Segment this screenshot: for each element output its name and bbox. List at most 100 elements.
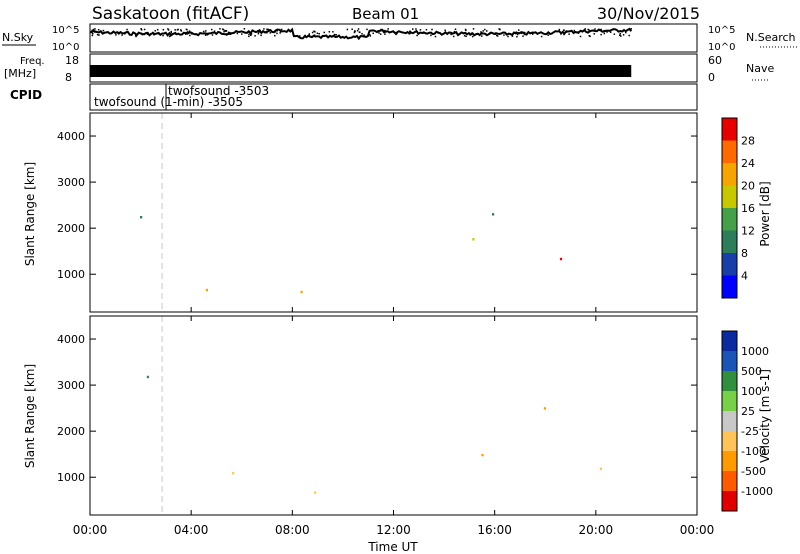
noise-search-point	[558, 28, 561, 31]
noise-search-point	[577, 32, 580, 34]
x-tick-label: 04:00	[174, 523, 209, 537]
x-tick-label: 00:00	[73, 523, 108, 537]
noise-search-point	[516, 33, 519, 36]
noise-search-point	[354, 30, 356, 32]
noise-search-point	[152, 32, 154, 35]
noise-search-point	[260, 34, 262, 37]
noise-search-point	[266, 32, 268, 34]
noise-search-point	[488, 33, 491, 36]
noise-search-point	[185, 31, 188, 34]
noise-left-tick-top: 10^5	[52, 25, 79, 36]
noise-search-point	[134, 34, 137, 37]
noise-search-point	[92, 32, 94, 35]
noise-search-label: N.Search	[746, 31, 796, 44]
noise-search-point	[384, 33, 386, 35]
noise-search-point	[263, 28, 265, 30]
noise-search-point	[620, 35, 622, 37]
noise-search-point	[250, 33, 253, 35]
noise-search-point	[520, 32, 523, 35]
colorbar-tick-label: 1000	[741, 345, 769, 358]
noise-search-point	[471, 35, 474, 38]
noise-search-point	[236, 32, 239, 35]
noise-search-point	[480, 35, 483, 37]
noise-search-point	[452, 35, 455, 38]
colorbar-segment	[722, 208, 737, 231]
noise-search-point	[279, 32, 281, 34]
freq-panel: Freq. [MHz] 18 8 60 0 Nave	[4, 53, 774, 84]
colorbar-segment	[722, 491, 737, 511]
noise-search-point	[170, 31, 173, 34]
y-tick-label: 3000	[57, 176, 85, 189]
noise-search-point	[313, 34, 316, 36]
colorbar-frame	[721, 117, 738, 299]
noise-search-point	[446, 32, 448, 35]
noise-search-point	[609, 31, 612, 34]
noise-search-point	[157, 33, 160, 35]
noise-search-point	[628, 34, 630, 37]
noise-search-point	[229, 33, 232, 36]
noise-search-point	[141, 33, 144, 36]
scatter-cell	[140, 216, 143, 219]
noise-search-point	[313, 30, 315, 32]
noise-search-point	[189, 34, 191, 37]
noise-search-point	[162, 34, 164, 37]
noise-search-point	[593, 29, 595, 31]
noise-search-point	[206, 32, 209, 35]
cpid-entry-1: twofsound -3503	[168, 84, 269, 98]
noise-search-point	[225, 29, 228, 32]
noise-search-point	[625, 31, 627, 34]
noise-search-point	[156, 28, 159, 31]
noise-search-point	[496, 32, 498, 35]
noise-search-point	[563, 33, 565, 36]
noise-search-point	[188, 30, 191, 32]
noise-search-point	[409, 30, 411, 33]
noise-search-point	[308, 34, 310, 37]
noise-search-point	[378, 32, 380, 34]
colorbar-segment	[722, 163, 737, 186]
noise-search-point	[444, 29, 446, 32]
noise-search-point	[328, 31, 331, 33]
noise-search-point	[485, 30, 488, 32]
noise-search-point	[210, 28, 213, 31]
noise-search-point	[384, 29, 386, 32]
scatter-cell	[205, 288, 208, 292]
noise-search-point	[222, 28, 225, 31]
noise-search-point	[363, 34, 365, 36]
noise-search-point	[204, 34, 207, 36]
colorbar-tick-label: 25	[741, 405, 755, 418]
noise-search-point	[308, 33, 311, 35]
noise-search-point	[90, 30, 93, 33]
noise-search-point	[168, 35, 171, 38]
noise-search-point	[180, 29, 182, 31]
y-tick-label: 4000	[57, 130, 85, 143]
noise-search-point	[318, 32, 320, 35]
noise-search-point	[167, 29, 170, 31]
noise-search-point	[482, 30, 484, 32]
noise-search-point	[174, 29, 176, 31]
noise-search-point	[396, 32, 398, 35]
noise-search-point	[126, 31, 128, 33]
noise-search-point	[180, 30, 183, 32]
noise-search-point	[228, 31, 231, 34]
noise-search-point	[152, 31, 154, 34]
noise-search-point	[241, 33, 243, 35]
cpid-label: CPID	[10, 88, 42, 102]
noise-search-point	[127, 31, 129, 33]
noise-search-point	[266, 28, 268, 30]
noise-search-point	[174, 31, 177, 34]
noise-search-point	[593, 33, 595, 35]
noise-search-point	[450, 33, 452, 36]
freq-trace	[90, 65, 632, 77]
noise-search-point	[369, 34, 371, 36]
colorbar-segment	[722, 118, 737, 141]
noise-search-point	[314, 31, 316, 33]
noise-search-point	[205, 30, 207, 32]
noise-search-point	[187, 31, 189, 33]
y-tick-label: 1000	[57, 471, 85, 484]
cpid-panel: CPID twofsound -3503 twofsound (1-min) -…	[10, 83, 698, 111]
noise-search-point	[152, 33, 155, 36]
noise-search-point	[170, 30, 172, 33]
scatter-cell	[300, 290, 303, 294]
noise-search-point	[276, 32, 278, 35]
colorbar-tick-label: -500	[741, 465, 766, 478]
